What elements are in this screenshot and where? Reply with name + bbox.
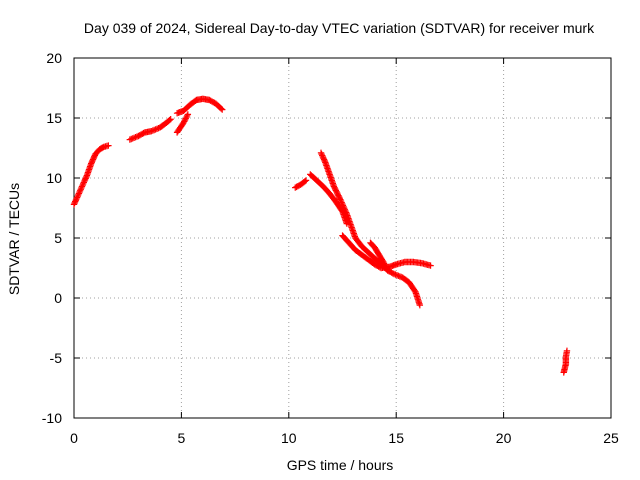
x-tick-label: 10 xyxy=(281,430,297,446)
data-point xyxy=(301,178,309,185)
data-point xyxy=(80,179,88,186)
data-point xyxy=(383,265,391,273)
data-points xyxy=(70,95,571,376)
data-point xyxy=(181,116,189,124)
data-point xyxy=(166,116,173,124)
data-point xyxy=(70,201,78,208)
y-tick-label: 15 xyxy=(46,110,62,126)
data-point xyxy=(427,262,434,269)
data-point xyxy=(183,114,190,121)
data-point xyxy=(336,195,343,202)
x-tick-label: 20 xyxy=(496,430,512,446)
data-point xyxy=(340,203,347,210)
data-point xyxy=(337,196,344,203)
data-point xyxy=(339,200,346,208)
data-point xyxy=(563,347,571,354)
x-tick-label: 15 xyxy=(388,430,404,446)
y-tick-labels: -10 -5 0 5 10 15 20 xyxy=(42,50,62,426)
data-point xyxy=(183,112,191,119)
x-tick-label: 25 xyxy=(603,430,619,446)
data-point xyxy=(319,152,326,159)
y-tick-label: 10 xyxy=(46,170,62,186)
data-point xyxy=(302,177,310,184)
data-point xyxy=(384,267,391,274)
x-tick-label: 5 xyxy=(178,430,186,446)
data-point xyxy=(83,173,90,181)
data-point xyxy=(342,207,349,215)
data-point xyxy=(319,153,327,161)
data-point xyxy=(320,156,328,163)
data-point xyxy=(87,160,95,167)
y-tick-label: 0 xyxy=(54,290,62,306)
data-point xyxy=(91,153,98,160)
data-point xyxy=(416,302,424,309)
data-point xyxy=(318,150,325,158)
data-point xyxy=(88,159,95,166)
data-point xyxy=(72,198,79,205)
data-point xyxy=(184,111,192,118)
data-point xyxy=(82,175,89,182)
data-point xyxy=(89,156,97,163)
data-point xyxy=(341,205,348,212)
data-point xyxy=(338,199,345,206)
data-point xyxy=(81,176,89,183)
data-point xyxy=(76,188,83,196)
data-point xyxy=(89,157,96,165)
data-point xyxy=(181,118,188,125)
data-point xyxy=(219,106,226,113)
data-point xyxy=(76,187,84,194)
data-point xyxy=(339,202,347,209)
data-point xyxy=(71,199,78,207)
x-tick-label: 0 xyxy=(70,430,78,446)
data-point xyxy=(105,142,112,149)
data-point xyxy=(380,260,388,267)
y-tick-label: -5 xyxy=(50,350,63,366)
data-point xyxy=(78,183,86,190)
data-point xyxy=(182,115,189,122)
x-axis-label: GPS time / hours xyxy=(287,457,394,473)
data-point xyxy=(75,191,82,198)
data-point xyxy=(78,184,85,192)
data-point xyxy=(77,186,84,193)
y-axis-label: SDTVAR / TECUs xyxy=(6,183,22,295)
data-point xyxy=(381,261,388,268)
y-tick-label: 5 xyxy=(54,230,62,246)
data-point xyxy=(380,258,387,266)
data-point xyxy=(167,116,174,123)
data-point xyxy=(79,182,86,189)
x-tick-labels: 0 5 10 15 20 25 xyxy=(70,430,619,446)
data-point xyxy=(320,155,327,162)
data-point xyxy=(337,197,345,205)
data-point xyxy=(73,195,80,203)
data-point xyxy=(81,177,88,185)
y-tick-label: 20 xyxy=(46,50,62,66)
y-tick-label: -10 xyxy=(42,410,62,426)
data-point xyxy=(73,194,81,201)
data-point xyxy=(74,192,81,200)
data-point xyxy=(382,263,389,270)
data-point xyxy=(342,209,350,216)
data-point xyxy=(75,190,83,197)
data-point xyxy=(341,206,349,213)
data-point xyxy=(90,154,97,162)
plot-frame xyxy=(73,57,612,419)
data-point xyxy=(72,197,80,204)
data-point xyxy=(80,180,87,188)
data-point xyxy=(382,264,390,271)
data-point xyxy=(217,105,225,112)
data-point xyxy=(180,119,187,126)
data-point xyxy=(321,157,328,165)
data-point xyxy=(317,149,325,156)
chart-title: Day 039 of 2024, Sidereal Day-to-day VTE… xyxy=(84,20,595,36)
